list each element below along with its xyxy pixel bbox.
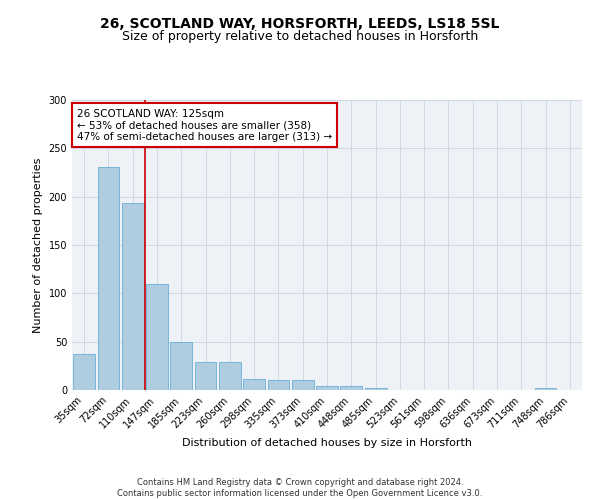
Bar (268, 380, 289, 390)
Bar (122, 204, 143, 390)
Bar (219, 362, 241, 390)
Text: 26, SCOTLAND WAY, HORSFORTH, LEEDS, LS18 5SL: 26, SCOTLAND WAY, HORSFORTH, LEEDS, LS18… (100, 18, 500, 32)
Bar (243, 380, 265, 390)
Text: Size of property relative to detached houses in Horsforth: Size of property relative to detached ho… (122, 30, 478, 43)
Bar (194, 362, 217, 390)
Bar (292, 380, 314, 390)
Bar (535, 388, 556, 390)
Bar (146, 284, 168, 390)
X-axis label: Distribution of detached houses by size in Horsforth: Distribution of detached houses by size … (182, 438, 472, 448)
Text: Contains HM Land Registry data © Crown copyright and database right 2024.
Contai: Contains HM Land Registry data © Crown c… (118, 478, 482, 498)
Y-axis label: Number of detached properties: Number of detached properties (33, 158, 43, 332)
Bar (316, 386, 338, 390)
Text: 26 SCOTLAND WAY: 125sqm
← 53% of detached houses are smaller (358)
47% of semi-d: 26 SCOTLAND WAY: 125sqm ← 53% of detache… (77, 108, 332, 142)
Bar (73, 354, 95, 390)
Bar (170, 342, 192, 390)
Bar (365, 388, 386, 390)
Bar (97, 166, 119, 390)
Bar (340, 386, 362, 390)
